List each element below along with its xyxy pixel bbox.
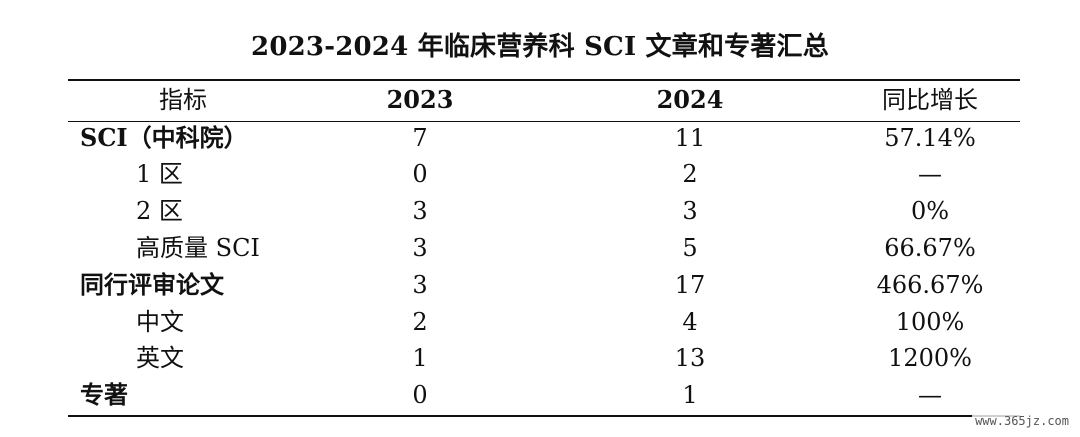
row-growth-value: 57.14% xyxy=(884,124,976,152)
row-label: 专著 xyxy=(80,380,128,409)
row-2024-value: 13 xyxy=(674,344,706,372)
row-2023-value: 3 xyxy=(412,234,428,262)
row-growth-value: 0% xyxy=(910,197,950,225)
row-2024-value: 17 xyxy=(674,271,706,299)
row-2023-value: 0 xyxy=(412,381,428,409)
row-2024-value: 2 xyxy=(682,160,698,188)
row-label: 英文 xyxy=(136,344,184,372)
watermark: www.365jz.com xyxy=(972,413,1072,429)
row-2024-value: 1 xyxy=(682,381,698,409)
table-top-rule xyxy=(68,79,1020,81)
table-header-rule xyxy=(68,121,1020,122)
row-growth-value: 466.67% xyxy=(876,271,984,299)
row-label: 2 区 xyxy=(136,197,183,225)
header-2024: 2024 xyxy=(656,85,724,114)
header-2023: 2023 xyxy=(386,85,454,114)
row-growth-value: — xyxy=(918,381,942,409)
row-2023-value: 7 xyxy=(412,124,428,152)
table-bottom-rule xyxy=(68,415,1020,417)
row-label: 1 区 xyxy=(136,160,183,188)
row-2024-value: 4 xyxy=(682,308,698,336)
row-growth-value: 1200% xyxy=(888,344,972,372)
row-2024-value: 3 xyxy=(682,197,698,225)
row-growth-value: 66.67% xyxy=(884,234,976,262)
row-label: 同行评审论文 xyxy=(80,270,224,299)
row-2024-value: 5 xyxy=(682,234,698,262)
row-2023-value: 1 xyxy=(412,344,428,372)
row-growth-value: — xyxy=(918,160,942,188)
header-growth: 同比增长 xyxy=(882,86,978,114)
row-2023-value: 3 xyxy=(412,197,428,225)
row-2024-value: 11 xyxy=(674,124,706,152)
row-label: SCI（中科院） xyxy=(80,123,248,152)
row-2023-value: 0 xyxy=(412,160,428,188)
row-label: 中文 xyxy=(136,308,184,336)
row-2023-value: 3 xyxy=(412,271,428,299)
header-indicator: 指标 xyxy=(159,86,207,114)
row-2023-value: 2 xyxy=(412,308,428,336)
row-growth-value: 100% xyxy=(895,308,965,336)
table-title: 2023-2024 年临床营养科 SCI 文章和专著汇总 xyxy=(251,32,829,62)
row-label: 高质量 SCI xyxy=(136,234,260,262)
